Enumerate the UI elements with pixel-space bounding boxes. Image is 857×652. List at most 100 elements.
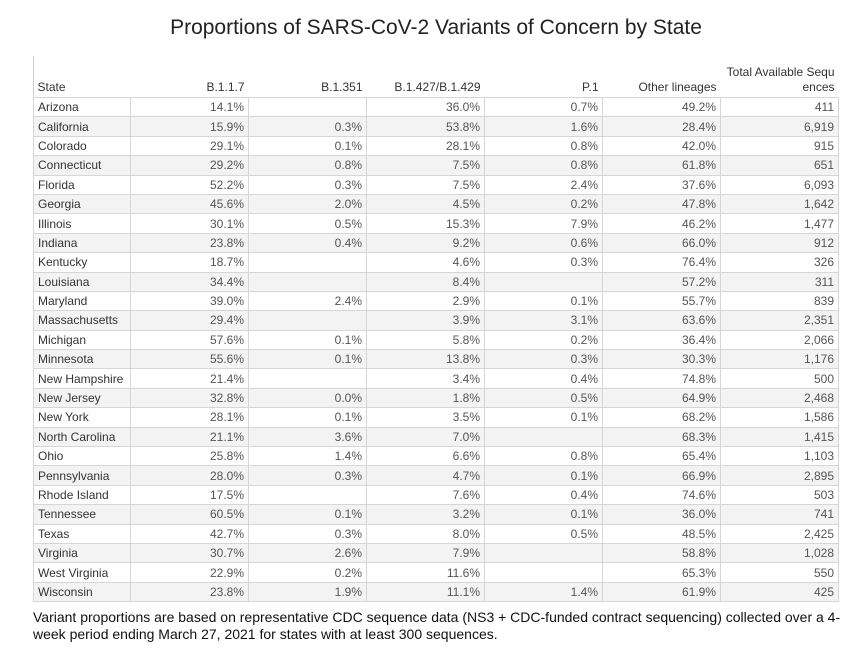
value-cell: 2.6% [248, 542, 367, 564]
value-cell: 1,477 [720, 213, 839, 234]
value-cell: 3.6% [248, 426, 367, 448]
value-cell: 1,176 [720, 349, 839, 370]
value-cell: 3.2% [366, 504, 485, 525]
value-cell: 0.5% [248, 213, 367, 234]
state-cell: Louisiana [33, 271, 131, 292]
value-cell: 3.9% [366, 310, 485, 331]
value-cell: 4.6% [366, 252, 485, 273]
value-cell: 0.4% [484, 368, 603, 389]
table-row: Massachusetts 29.4% 3.9% 3.1% 63.6% 2,351 [33, 310, 839, 331]
value-cell: 0.8% [484, 155, 603, 176]
value-cell: 66.9% [602, 465, 721, 486]
value-cell: 7.9% [366, 542, 485, 564]
value-cell: 49.2% [602, 96, 721, 118]
value-cell: 8.4% [366, 271, 485, 292]
value-cell: 28.1% [130, 407, 249, 428]
value-cell: 0.1% [248, 407, 367, 428]
value-cell: 2.0% [248, 193, 367, 215]
value-cell: 0.8% [248, 155, 367, 176]
state-cell: California [33, 116, 131, 137]
value-cell: 76.4% [602, 252, 721, 273]
value-cell: 57.6% [130, 329, 249, 351]
value-cell: 58.8% [602, 542, 721, 564]
column-header: Other lineages [638, 80, 717, 94]
state-cell: Minnesota [33, 349, 131, 370]
value-cell: 28.0% [130, 465, 249, 486]
value-cell: 311 [720, 271, 839, 292]
value-cell: 912 [720, 232, 839, 254]
value-cell: 0.1% [484, 290, 603, 312]
value-cell: 29.2% [130, 155, 249, 176]
value-cell: 55.6% [130, 349, 249, 370]
value-cell: 30.1% [130, 213, 249, 234]
value-cell [248, 271, 367, 292]
value-cell: 1.4% [248, 446, 367, 467]
value-cell: 1.4% [484, 581, 603, 603]
value-cell [248, 310, 367, 331]
value-cell: 60.5% [130, 504, 249, 525]
table-row: New Jersey 32.8% 0.0% 1.8% 0.5% 64.9% 2,468 [33, 387, 839, 409]
table-row: Minnesota 55.6% 0.1% 13.8% 0.3% 30.3% 1,176 [33, 349, 839, 370]
value-cell: 0.3% [248, 465, 367, 486]
value-cell [484, 542, 603, 564]
value-cell: 2,066 [720, 329, 839, 351]
value-cell: 1.6% [484, 116, 603, 137]
state-cell: Illinois [33, 213, 131, 234]
value-cell: 1,028 [720, 542, 839, 564]
value-cell: 29.4% [130, 310, 249, 331]
value-cell [484, 426, 603, 448]
value-cell: 18.7% [130, 252, 249, 273]
value-cell: 550 [720, 562, 839, 583]
value-cell: 68.3% [602, 426, 721, 448]
value-cell: 42.7% [130, 523, 249, 544]
column-header: P.1 [582, 80, 599, 94]
value-cell: 28.4% [602, 116, 721, 137]
table-row: Tennessee 60.5% 0.1% 3.2% 0.1% 36.0% 741 [33, 504, 839, 525]
value-cell: 1,103 [720, 446, 839, 467]
state-cell: Ohio [33, 446, 131, 467]
state-cell: Maryland [33, 290, 131, 312]
value-cell [484, 271, 603, 292]
value-cell: 0.0% [248, 387, 367, 409]
value-cell: 28.1% [366, 135, 485, 157]
table-row: Indiana 23.8% 0.4% 9.2% 0.6% 66.0% 912 [33, 232, 839, 254]
state-cell: North Carolina [33, 426, 131, 448]
value-cell: 48.5% [602, 523, 721, 544]
divider [33, 56, 34, 97]
value-cell: 741 [720, 504, 839, 525]
value-cell: 0.4% [484, 484, 603, 506]
state-cell: Indiana [33, 232, 131, 254]
state-cell: New York [33, 407, 131, 428]
value-cell: 74.6% [602, 484, 721, 506]
value-cell: 11.1% [366, 581, 485, 603]
table-row: Kentucky 18.7% 4.6% 0.3% 76.4% 326 [33, 252, 839, 273]
value-cell: 7.5% [366, 174, 485, 195]
value-cell: 0.3% [248, 174, 367, 195]
value-cell: 25.8% [130, 446, 249, 467]
table-row: Florida 52.2% 0.3% 7.5% 2.4% 37.6% 6,093 [33, 174, 839, 195]
state-cell: New Hampshire [33, 368, 131, 389]
value-cell: 500 [720, 368, 839, 389]
value-cell [248, 252, 367, 273]
value-cell: 6.6% [366, 446, 485, 467]
state-cell: New Jersey [33, 387, 131, 409]
table-row: Pennsylvania 28.0% 0.3% 4.7% 0.1% 66.9% 2,895 [33, 465, 839, 486]
value-cell: 57.2% [602, 271, 721, 292]
value-cell: 0.1% [248, 504, 367, 525]
value-cell [484, 562, 603, 583]
value-cell: 7.5% [366, 155, 485, 176]
value-cell: 7.6% [366, 484, 485, 506]
value-cell: 63.6% [602, 310, 721, 331]
state-cell: Colorado [33, 135, 131, 157]
value-cell: 15.3% [366, 213, 485, 234]
table-row: Illinois 30.1% 0.5% 15.3% 7.9% 46.2% 1,477 [33, 213, 839, 234]
value-cell: 2,351 [720, 310, 839, 331]
table-header-row: State B.1.1.7 B.1.351 B.1.427/B.1.429 P.1 Oth… [34, 64, 839, 98]
value-cell: 915 [720, 135, 839, 157]
value-cell: 0.3% [248, 523, 367, 544]
value-cell: 0.7% [484, 96, 603, 118]
value-cell: 30.7% [130, 542, 249, 564]
value-cell: 0.8% [484, 446, 603, 467]
page-title: Proportions of SARS-CoV-2 Variants of Co… [170, 16, 702, 39]
value-cell: 66.0% [602, 232, 721, 254]
